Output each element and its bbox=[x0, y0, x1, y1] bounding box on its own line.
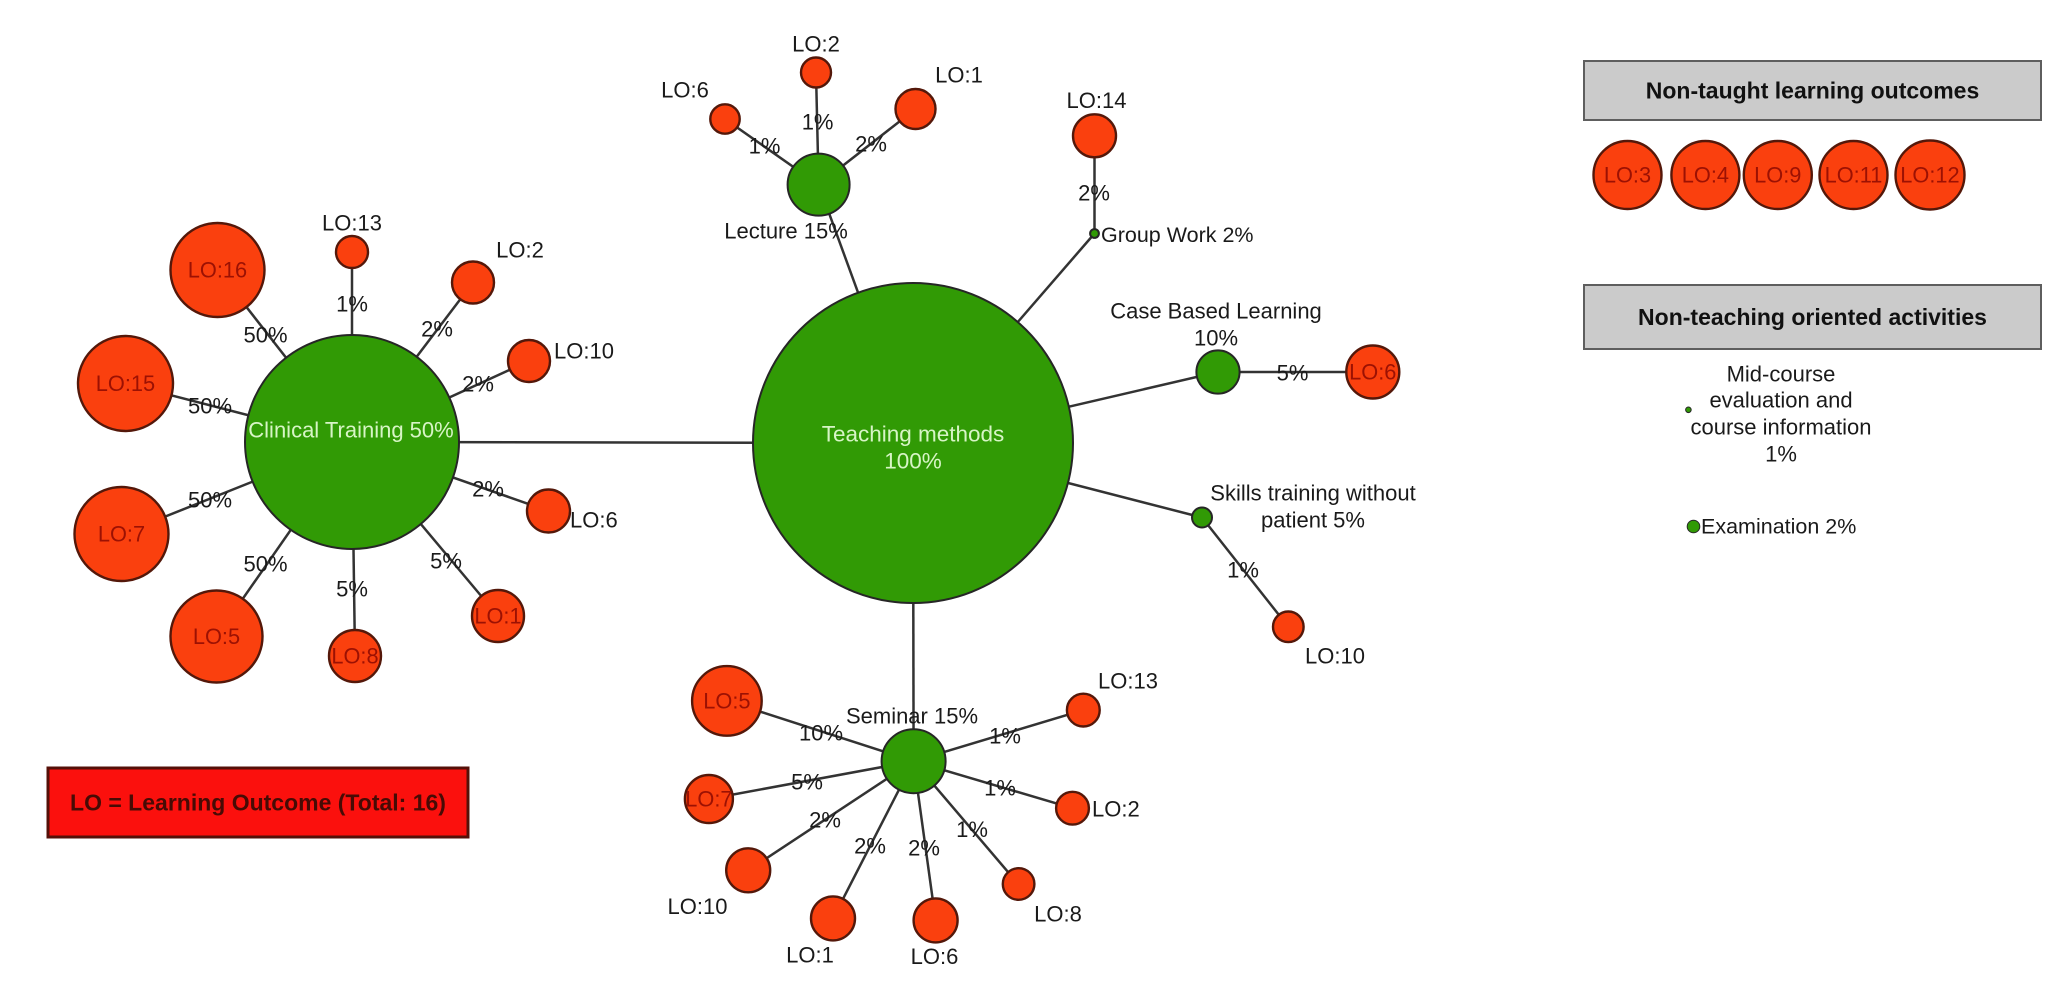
svg-text:patient 5%: patient 5% bbox=[1261, 508, 1365, 533]
svg-text:Examination 2%: Examination 2% bbox=[1701, 515, 1856, 539]
svg-text:LO:10: LO:10 bbox=[1305, 644, 1365, 669]
svg-text:LO:12: LO:12 bbox=[1900, 163, 1959, 188]
svg-text:LO:1: LO:1 bbox=[474, 604, 521, 629]
svg-text:Mid-course: Mid-course bbox=[1727, 362, 1836, 387]
svg-text:50%: 50% bbox=[243, 552, 287, 577]
svg-text:LO:6: LO:6 bbox=[570, 508, 618, 533]
svg-text:2%: 2% bbox=[854, 834, 886, 859]
svg-text:Non-taught learning outcomes: Non-taught learning outcomes bbox=[1646, 78, 1980, 104]
svg-text:evaluation and: evaluation and bbox=[1709, 388, 1852, 413]
svg-text:2%: 2% bbox=[462, 372, 494, 397]
svg-text:5%: 5% bbox=[791, 770, 823, 795]
svg-text:LO:7: LO:7 bbox=[98, 522, 145, 547]
svg-text:50%: 50% bbox=[188, 394, 232, 419]
svg-text:50%: 50% bbox=[188, 488, 232, 513]
svg-text:10%: 10% bbox=[799, 721, 843, 746]
svg-text:Group Work 2%: Group Work 2% bbox=[1101, 223, 1254, 247]
svg-text:LO:10: LO:10 bbox=[554, 339, 614, 364]
svg-text:2%: 2% bbox=[908, 836, 940, 861]
svg-text:1%: 1% bbox=[749, 134, 781, 159]
svg-text:1%: 1% bbox=[984, 776, 1016, 801]
svg-text:Case Based Learning: Case Based Learning bbox=[1110, 299, 1322, 324]
svg-text:LO:7: LO:7 bbox=[685, 787, 732, 812]
svg-text:1%: 1% bbox=[989, 724, 1021, 749]
svg-text:Skills training without: Skills training without bbox=[1210, 481, 1415, 506]
svg-text:LO:15: LO:15 bbox=[96, 371, 155, 396]
svg-text:1%: 1% bbox=[802, 110, 834, 135]
svg-text:LO:11: LO:11 bbox=[1825, 163, 1883, 188]
svg-text:LO:8: LO:8 bbox=[1034, 902, 1082, 927]
svg-text:LO:2: LO:2 bbox=[1092, 797, 1140, 822]
svg-text:1%: 1% bbox=[336, 292, 368, 317]
svg-text:100%: 100% bbox=[884, 449, 942, 474]
svg-text:5%: 5% bbox=[1277, 361, 1309, 386]
svg-text:Teaching methods: Teaching methods bbox=[822, 422, 1005, 447]
svg-text:LO:9: LO:9 bbox=[1754, 163, 1801, 188]
svg-text:LO:3: LO:3 bbox=[1604, 163, 1651, 188]
svg-text:1%: 1% bbox=[1227, 558, 1259, 583]
svg-text:LO:10: LO:10 bbox=[668, 894, 728, 919]
svg-text:course information: course information bbox=[1691, 415, 1872, 440]
svg-text:LO:2: LO:2 bbox=[496, 238, 544, 263]
svg-text:2%: 2% bbox=[1078, 181, 1110, 206]
svg-text:2%: 2% bbox=[855, 132, 887, 157]
svg-text:LO = Learning Outcome (Total:: LO = Learning Outcome (Total: 16) bbox=[70, 790, 446, 816]
svg-text:Seminar 15%: Seminar 15% bbox=[846, 704, 978, 729]
svg-text:10%: 10% bbox=[1194, 326, 1238, 351]
svg-text:5%: 5% bbox=[430, 549, 462, 574]
svg-text:2%: 2% bbox=[809, 808, 841, 833]
svg-text:LO:16: LO:16 bbox=[188, 258, 247, 283]
svg-text:2%: 2% bbox=[421, 317, 453, 342]
svg-text:1%: 1% bbox=[1765, 442, 1797, 467]
svg-text:LO:14: LO:14 bbox=[1067, 88, 1127, 113]
svg-text:2%: 2% bbox=[472, 477, 504, 502]
svg-text:LO:13: LO:13 bbox=[1098, 669, 1158, 694]
svg-text:LO:5: LO:5 bbox=[703, 688, 750, 713]
svg-text:1%: 1% bbox=[956, 817, 988, 842]
svg-text:LO:2: LO:2 bbox=[792, 32, 840, 57]
svg-text:Clinical Training 50%: Clinical Training 50% bbox=[248, 418, 453, 443]
svg-text:LO:4: LO:4 bbox=[1682, 163, 1729, 188]
svg-text:LO:6: LO:6 bbox=[661, 78, 709, 103]
svg-text:LO:6: LO:6 bbox=[1349, 360, 1396, 385]
svg-text:LO:13: LO:13 bbox=[322, 211, 382, 236]
svg-text:LO:6: LO:6 bbox=[911, 944, 959, 969]
svg-text:LO:5: LO:5 bbox=[193, 624, 240, 649]
svg-text:LO:1: LO:1 bbox=[935, 63, 983, 88]
svg-text:5%: 5% bbox=[336, 577, 368, 602]
svg-text:LO:1: LO:1 bbox=[786, 943, 834, 968]
svg-text:Lecture 15%: Lecture 15% bbox=[724, 219, 848, 244]
svg-text:50%: 50% bbox=[243, 323, 287, 348]
svg-text:LO:8: LO:8 bbox=[331, 644, 378, 669]
svg-text:Non-teaching oriented activiti: Non-teaching oriented activities bbox=[1638, 304, 1987, 330]
